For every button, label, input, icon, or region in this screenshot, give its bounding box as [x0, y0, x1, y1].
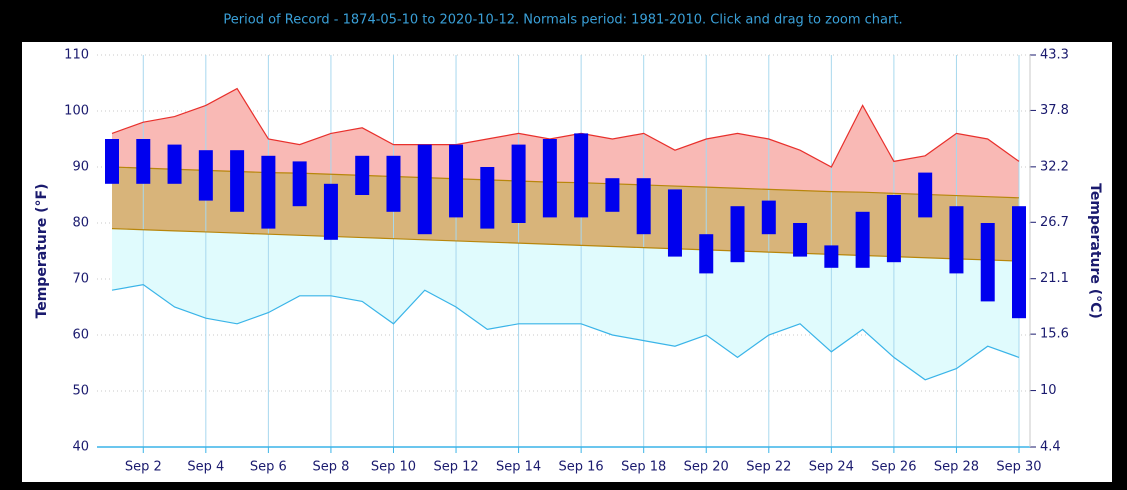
- y2-tick-label: 21.1: [1040, 271, 1069, 286]
- chart-title: Period of Record - 1874-05-10 to 2020-10…: [223, 13, 902, 28]
- y2-tick-label: 32.2: [1040, 159, 1069, 174]
- x-tick-label: Sep 24: [809, 460, 854, 475]
- observed-bar: [636, 178, 651, 235]
- y-tick-label: 110: [64, 48, 89, 63]
- x-tick-label: Sep 26: [871, 460, 916, 475]
- record-low-area: [112, 228, 1019, 380]
- observed-bar: [136, 139, 151, 184]
- record-low-line: [111, 283, 1020, 381]
- x-tick-label: Sep 28: [934, 460, 979, 475]
- x-tick-label: Sep 4: [187, 460, 224, 475]
- observed-bar: [292, 161, 307, 207]
- x-tick-label: Sep 16: [559, 460, 604, 475]
- observed-bar: [855, 211, 870, 268]
- x-tick-label: Sep 12: [433, 460, 478, 475]
- y2-tick-label: 43.3: [1040, 48, 1069, 63]
- observed-bar: [480, 167, 495, 229]
- x-tick-label: Sep 10: [371, 460, 416, 475]
- y2-axis-title: Temperature (°C): [1087, 183, 1103, 319]
- y2-tick-label: 37.8: [1040, 103, 1069, 118]
- x-tick-label: Sep 2: [125, 460, 162, 475]
- observed-bar: [980, 223, 995, 302]
- observed-bar: [105, 139, 119, 184]
- observed-bar: [667, 189, 682, 257]
- observed-bar: [574, 133, 589, 218]
- record-high-area: [112, 88, 1019, 198]
- y-tick-label: 100: [64, 104, 89, 119]
- y2-tick-label: 4.4: [1040, 440, 1061, 455]
- y-axis-title: Temperature (°F): [34, 184, 50, 319]
- observed-bar: [449, 144, 464, 218]
- observed-bar: [198, 150, 213, 201]
- x-tick-label: Sep 20: [684, 460, 729, 475]
- observed-bar: [167, 144, 182, 184]
- y2-tick-label: 10: [1040, 383, 1057, 398]
- record-high-line: [111, 87, 1020, 168]
- y2-tick-label: 26.7: [1040, 215, 1069, 230]
- observed-bar: [323, 183, 338, 240]
- observed-bar: [542, 139, 557, 218]
- observed-bar: [417, 144, 432, 235]
- y-tick-label: 60: [72, 328, 89, 343]
- x-tick-label: Sep 8: [312, 460, 349, 475]
- x-tick-label: Sep 30: [996, 460, 1041, 475]
- y-tick-label: 80: [72, 216, 89, 231]
- observed-bar: [230, 150, 245, 212]
- observed-bar: [355, 155, 370, 195]
- observed-bar: [793, 223, 808, 257]
- observed-bar: [886, 195, 901, 263]
- observed-bar: [730, 206, 745, 263]
- y-tick-label: 50: [72, 384, 89, 399]
- x-tick-label: Sep 18: [621, 460, 666, 475]
- y-tick-label: 90: [72, 160, 89, 175]
- x-tick-label: Sep 22: [746, 460, 791, 475]
- observed-bar: [605, 178, 620, 212]
- observed-bar: [386, 155, 401, 212]
- observed-bar: [261, 155, 276, 229]
- y-tick-label: 40: [72, 440, 89, 455]
- x-tick-label: Sep 14: [496, 460, 541, 475]
- observed-bar: [699, 234, 714, 274]
- x-tick-label: Sep 6: [250, 460, 287, 475]
- observed-bar: [1012, 206, 1026, 319]
- observed-bar: [761, 200, 776, 235]
- observed-bar: [918, 172, 933, 218]
- observed-bar: [511, 144, 526, 223]
- y2-tick-label: 15.6: [1040, 327, 1069, 342]
- observed-bar: [824, 245, 839, 268]
- observed-bar: [949, 206, 964, 274]
- y-tick-label: 70: [72, 272, 89, 287]
